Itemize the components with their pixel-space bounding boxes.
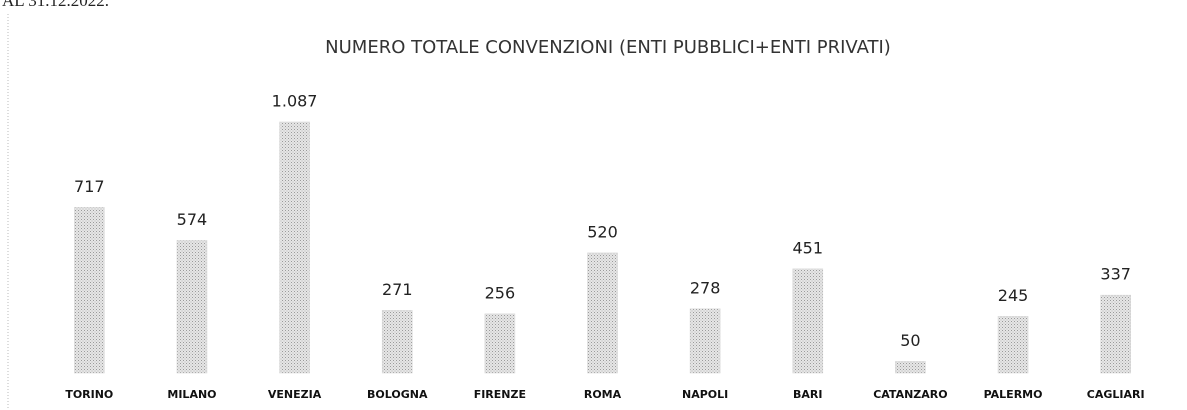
- x-tick-label: ROMA: [584, 388, 622, 401]
- data-label: 451: [792, 238, 823, 257]
- data-label: 1.087: [272, 92, 318, 111]
- bar: [74, 207, 105, 374]
- bar: [279, 121, 310, 374]
- x-tick-label: PALERMO: [984, 388, 1043, 401]
- data-label: 337: [1100, 265, 1131, 284]
- data-label: 245: [998, 286, 1029, 305]
- x-tick-label: BOLOGNA: [367, 388, 428, 401]
- chart-title: NUMERO TOTALE CONVENZIONI (ENTI PUBBLICI…: [325, 37, 891, 58]
- x-tick-label: CAGLIARI: [1087, 388, 1145, 401]
- data-label: 256: [485, 283, 516, 302]
- bar: [997, 316, 1029, 374]
- bar: [1100, 294, 1131, 374]
- x-tick-label: FIRENZE: [474, 388, 526, 401]
- x-tick-label: VENEZIA: [268, 388, 322, 401]
- bar: [895, 361, 926, 374]
- bar: [484, 313, 516, 374]
- data-label: 50: [900, 331, 920, 350]
- data-label: 271: [382, 280, 413, 299]
- caption: AL 31.12.2022.: [2, 0, 109, 10]
- data-label: 717: [74, 177, 105, 196]
- bar: [689, 308, 721, 374]
- bar: [792, 268, 824, 374]
- bar: [381, 310, 413, 374]
- data-label: 278: [690, 278, 721, 297]
- x-tick-label: NAPOLI: [682, 388, 728, 401]
- data-label: 574: [177, 210, 208, 229]
- data-label: 520: [587, 222, 618, 241]
- x-tick-label: MILANO: [167, 388, 216, 401]
- x-tick-label: TORINO: [65, 388, 113, 401]
- bar: [176, 240, 208, 374]
- bar: [587, 252, 618, 374]
- x-tick-label: CATANZARO: [873, 388, 947, 401]
- x-tick-label: BARI: [793, 388, 822, 401]
